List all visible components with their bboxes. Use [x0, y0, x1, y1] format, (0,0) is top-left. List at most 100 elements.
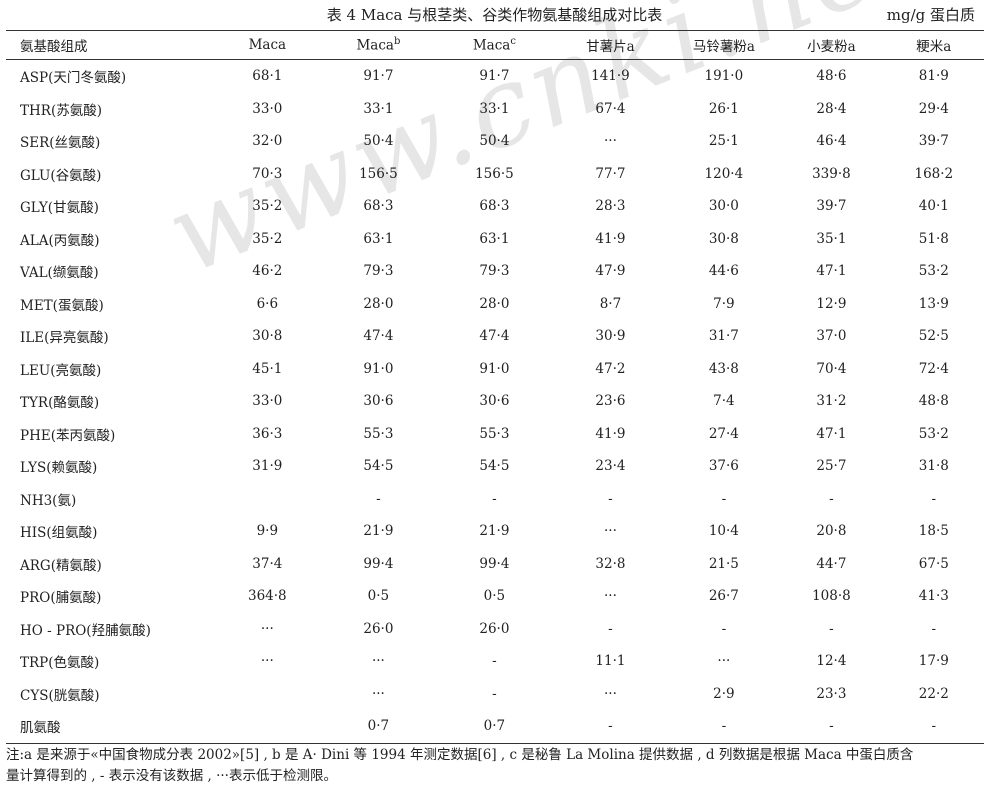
value-cell: 30·8: [252, 328, 283, 345]
value-cell: 20·8: [816, 523, 847, 540]
note-line-2: 量计算得到的 , - 表示没有该数据 , ···表示低于检测限。: [6, 768, 337, 784]
value-cell: 31·9: [252, 458, 283, 475]
value-cell: 47·4: [479, 328, 510, 345]
value-cell: 8·7: [599, 295, 622, 312]
amino-acid-name-cell: VAL(缬氨酸): [20, 265, 99, 282]
value-cell: 0·5: [483, 588, 506, 605]
value-cell: 25·7: [816, 458, 847, 475]
amino-acid-name-cell: GLY(甘氨酸): [20, 200, 99, 217]
value-cell: 44·6: [708, 263, 739, 280]
value-cell: 99·4: [479, 555, 510, 572]
value-cell: 364·8: [247, 588, 287, 605]
value-cell: 13·9: [918, 295, 949, 312]
value-cell: 99·4: [363, 555, 394, 572]
value-cell: 28·3: [595, 198, 626, 215]
column-header: 马铃薯粉a: [668, 30, 780, 60]
value-cell: 36·3: [252, 425, 283, 442]
value-cell: 18·5: [918, 523, 949, 540]
column-header: 小麦粉a: [779, 30, 884, 60]
table-row: ASP(天门冬氨酸) 68·1 91·7 91·7 141·9 191·0 48·6 81·9: [6, 60, 984, 93]
table-title: 表 4 Maca 与根茎类、谷类作物氨基酸组成对比表: [326, 6, 663, 24]
value-cell: 46·4: [816, 133, 847, 150]
value-cell: -: [608, 490, 613, 507]
value-cell: 30·9: [595, 328, 626, 345]
value-cell: 79·3: [479, 263, 510, 280]
value-cell: 10·4: [708, 523, 739, 540]
amino-acid-name-cell: MET(蛋氨酸): [20, 297, 104, 314]
value-cell: 52·5: [918, 328, 949, 345]
table-row: SER(丝氨酸) 32·0 50·4 50·4 ··· 25·1 46·4 39·7: [6, 125, 984, 158]
amino-acid-name-cell: PRO(脯氨酸): [20, 590, 102, 607]
column-header: Macab: [320, 30, 437, 60]
value-cell: 11·1: [595, 653, 626, 670]
amino-acid-name-cell: HO - PRO(羟脯氨酸): [20, 622, 151, 639]
value-cell: 55·3: [479, 425, 510, 442]
value-cell: 41·3: [918, 588, 949, 605]
value-cell: 47·2: [595, 360, 626, 377]
value-cell: 35·2: [252, 230, 283, 247]
table-row: HO - PRO(羟脯氨酸) ··· 26·0 26·0 - - - -: [6, 613, 984, 646]
column-header: 粳米a: [883, 30, 984, 60]
value-cell: 23·4: [595, 458, 626, 475]
value-cell: 26·7: [708, 588, 739, 605]
value-cell: 25·1: [708, 133, 739, 150]
table-row: HIS(组氨酸) 9·9 21·9 21·9 ··· 10·4 20·8 18·5: [6, 515, 984, 548]
value-cell: 70·4: [816, 360, 847, 377]
value-cell: 47·4: [363, 328, 394, 345]
value-cell: -: [376, 490, 381, 507]
value-cell: 41·9: [595, 230, 626, 247]
value-cell: 91·7: [479, 68, 510, 85]
note-line-1: 注:a 是来源于«中国食物成分表 2002»[5] , b 是 A· Dini …: [6, 747, 914, 763]
table-row: 肌氨酸 0·7 0·7- - - -: [6, 710, 984, 744]
amino-acid-name-cell: NH3(氨): [20, 492, 77, 509]
table-unit: mg/g 蛋白质: [886, 6, 975, 24]
value-cell: 7·9: [713, 295, 735, 312]
value-cell: 91·0: [363, 360, 394, 377]
value-cell: 9·9: [256, 523, 279, 540]
table-row: MET(蛋氨酸) 6·6 28·0 28·0 8·7 7·9 12·9 13·9: [6, 288, 984, 321]
value-cell: 21·9: [479, 523, 510, 540]
table-row: ARG(精氨酸) 37·4 99·4 99·4 32·8 21·5 44·7 67·5: [6, 548, 984, 581]
value-cell: 30·8: [708, 230, 739, 247]
value-cell: 33·0: [252, 393, 283, 410]
value-cell: 50·4: [363, 133, 394, 150]
amino-acid-name-cell: TYR(酪氨酸): [20, 395, 100, 412]
value-cell: [214, 483, 320, 516]
value-cell: 81·9: [918, 68, 949, 85]
value-cell: 31·7: [708, 328, 739, 345]
value-cell: 40·1: [918, 198, 949, 215]
value-cell: [214, 710, 321, 744]
value-cell: -: [668, 710, 780, 744]
table-row: LYS(赖氨酸) 31·9 54·5 54·5 23·4 37·6 25·7 31·8: [6, 450, 984, 483]
table-row: TYR(酪氨酸) 33·0 30·6 30·6 23·6 7·4 31·2 48·8: [6, 385, 984, 418]
value-cell: ···: [604, 133, 617, 150]
value-cell: ···: [371, 685, 385, 702]
value-cell: 44·7: [816, 555, 847, 572]
table-body: ASP(天门冬氨酸) 68·1 91·7 91·7 141·9 191·0 48·6 81·9…: [6, 60, 984, 744]
amino-acid-name-cell: ALA(丙氨酸): [20, 232, 100, 249]
value-cell: 22·2: [918, 685, 949, 702]
value-cell: 26·0: [363, 620, 394, 637]
value-cell: -: [883, 710, 984, 744]
amino-acid-name-cell: PHE(苯丙氨酸): [20, 427, 116, 444]
value-cell: 31·2: [816, 393, 847, 410]
table-row: GLU(谷氨酸) 70·3 156·5 156·5 77·7 120·4 339·8 168·…: [6, 158, 984, 191]
table-row: VAL(缬氨酸) 46·2 79·3 79·3 47·9 44·6 47·1 53·2: [6, 255, 984, 288]
value-cell: 68·3: [479, 198, 510, 215]
value-cell: 33·1: [479, 100, 510, 117]
value-cell: 28·0: [479, 295, 510, 312]
value-cell: [214, 678, 320, 711]
value-cell: ···: [604, 685, 617, 702]
value-cell: 63·1: [363, 230, 394, 247]
value-cell: ···: [260, 620, 274, 637]
value-cell: 47·1: [816, 425, 847, 442]
amino-acid-name-cell: SER(丝氨酸): [20, 135, 101, 152]
value-cell: 46·2: [252, 263, 283, 280]
value-cell: 27·4: [708, 425, 739, 442]
value-cell: 91·0: [479, 360, 510, 377]
value-cell: 28·0: [363, 295, 394, 312]
value-cell: -: [608, 620, 613, 637]
amino-acid-name-cell: HIS(组氨酸): [20, 525, 98, 542]
amino-acid-name-cell: ILE(异亮氨酸): [20, 330, 109, 347]
value-cell: -: [552, 710, 669, 744]
